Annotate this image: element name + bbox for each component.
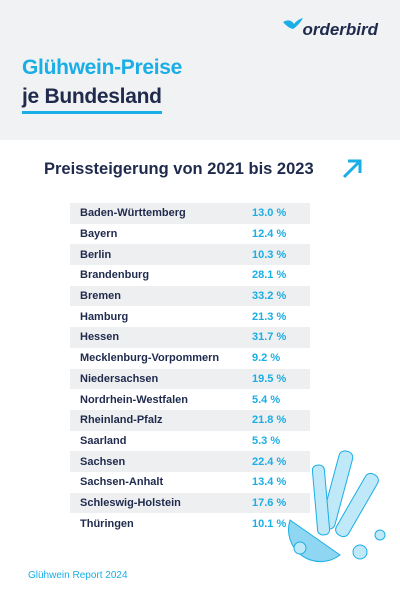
state-name: Mecklenburg-Vorpommern — [80, 352, 220, 365]
table-row: Baden-Württemberg 13.0 % — [70, 203, 310, 224]
arrow-icon — [342, 159, 362, 179]
state-name: Bremen — [80, 290, 121, 303]
price-increase: 12.4 % — [252, 228, 287, 241]
subtitle: Preissteigerung von 2021 bis 2023 — [44, 160, 314, 178]
price-increase: 21.3 % — [252, 310, 287, 323]
state-name: Saarland — [80, 434, 127, 447]
state-name: Schleswig-Holstein — [80, 496, 181, 509]
table-row: Mecklenburg-Vorpommern 9.2 % — [70, 348, 310, 369]
price-increase: 21.8 % — [252, 414, 287, 427]
table: Baden-Württemberg 13.0 % Bayern 12.4 % Berli… — [70, 203, 310, 534]
price-increase: 13.0 % — [252, 207, 287, 220]
price-increase: 17.6 % — [252, 496, 287, 509]
table-row: Saarland 5.3 % — [70, 431, 310, 452]
price-increase: 9.2 % — [252, 352, 281, 365]
title: je Bundesland — [22, 85, 162, 114]
table-row: Bremen 33.2 % — [70, 285, 310, 307]
table-row: Rheinland-Pfalz 21.8 % — [70, 409, 310, 431]
table-row: Nordrhein-Westfalen 5.4 % — [70, 389, 310, 410]
table-row: Niedersachsen 19.5 % — [70, 368, 310, 390]
table-row: Sachsen 22.4 % — [70, 451, 310, 472]
state-name: Baden-Württemberg — [80, 207, 186, 220]
price-increase: 31.7 % — [252, 331, 287, 344]
state-name: Nordrhein-Westfalen — [80, 393, 188, 406]
title: Glühwein-Preise — [22, 56, 183, 79]
price-increase: 22.4 % — [252, 455, 287, 468]
price-increase: 13.4 % — [252, 476, 287, 489]
state-name: Sachsen — [80, 455, 126, 468]
logo-icon — [283, 18, 303, 29]
state-name: Brandenburg — [80, 269, 150, 282]
state-name: Niedersachsen — [80, 372, 159, 385]
table-row: Berlin 10.3 % — [70, 244, 310, 266]
illustration — [288, 450, 386, 563]
table-row: Brandenburg 28.1 % — [70, 265, 310, 286]
price-increase: 10.1 % — [252, 517, 287, 530]
table-row: Hessen 31.7 % — [70, 327, 310, 348]
price-increase: 19.5 % — [252, 372, 287, 385]
price-increase: 10.3 % — [252, 248, 287, 261]
price-increase: 5.3 % — [252, 434, 281, 447]
state-name: Thüringen — [80, 517, 134, 530]
price-increase: 28.1 % — [252, 269, 287, 282]
price-increase: 5.4 % — [252, 393, 281, 406]
state-name: Rheinland-Pfalz — [80, 414, 163, 427]
table-row: Hamburg 21.3 % — [70, 306, 310, 327]
price-increase: 33.2 % — [252, 290, 287, 303]
table-row: Schleswig-Holstein 17.6 % — [70, 492, 310, 514]
state-name: Bayern — [80, 228, 118, 241]
state-name: Hamburg — [80, 310, 129, 323]
state-name: Hessen — [80, 331, 120, 344]
footer: Glühwein Report 2024 — [28, 570, 128, 581]
table-row: Thüringen 10.1 % — [70, 513, 310, 534]
state-name: Sachsen-Anhalt — [80, 476, 164, 489]
header-band — [0, 0, 400, 140]
table-row: Sachsen-Anhalt 13.4 % — [70, 472, 310, 493]
state-name: Berlin — [80, 248, 112, 261]
logo: orderbird — [302, 20, 378, 39]
table-row: Bayern 12.4 % — [70, 224, 310, 245]
